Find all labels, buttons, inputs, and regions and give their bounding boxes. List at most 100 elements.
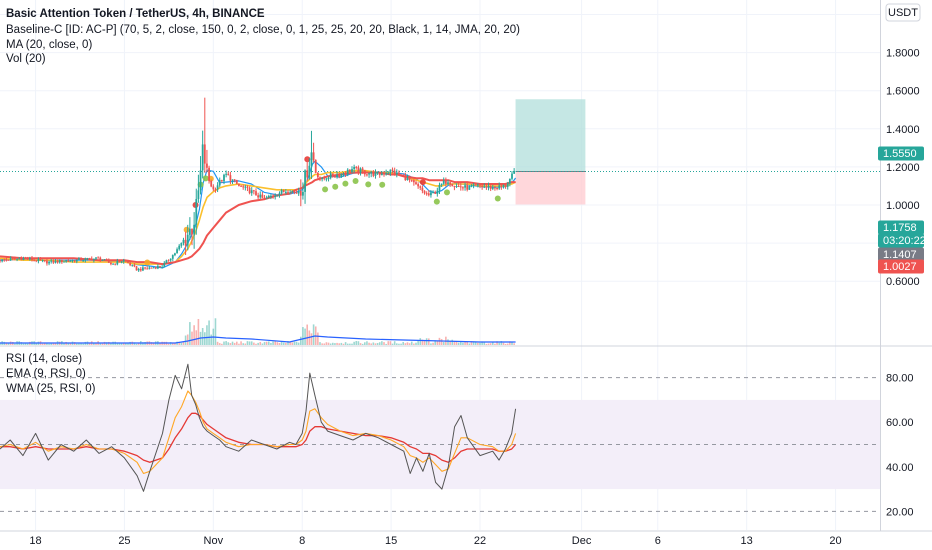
volume-bar	[204, 332, 206, 345]
legend-baseline: Baseline-C [ID: AC-P] (70, 5, 2, close, …	[6, 24, 520, 36]
volume-bar	[474, 342, 477, 345]
candle-body	[306, 170, 309, 178]
candle-body	[295, 192, 298, 194]
candle-body	[114, 263, 117, 265]
candle-body	[455, 186, 458, 188]
candle-body	[159, 265, 161, 267]
candle-body	[423, 190, 426, 194]
candle-body	[481, 185, 484, 187]
volume-bar	[481, 341, 483, 345]
volume-bar	[270, 342, 272, 345]
candle-body	[60, 259, 63, 263]
volume-bar	[421, 339, 424, 345]
candle-body	[400, 174, 402, 176]
currency-badge[interactable]: USDT	[885, 3, 921, 22]
volume-bar	[321, 343, 323, 345]
candle-body	[270, 195, 272, 197]
candle-body	[348, 169, 351, 172]
candle-body	[506, 183, 509, 187]
volume-bar	[349, 343, 351, 345]
volume-bar	[26, 343, 29, 345]
candle-body	[366, 174, 368, 176]
signal-dot	[365, 181, 372, 188]
candle-body	[26, 258, 29, 260]
candle-body	[370, 171, 373, 174]
candle-body	[408, 177, 411, 181]
candle-body	[391, 169, 394, 171]
volume-bar	[396, 343, 398, 345]
candle-body	[63, 261, 65, 263]
candle-body	[99, 257, 102, 261]
candle-body	[18, 258, 21, 260]
candle-body	[308, 165, 311, 178]
volume-bar	[201, 328, 204, 345]
candle-body	[80, 258, 82, 261]
price-tag: 1.0027	[878, 259, 924, 274]
volume-bar	[265, 341, 268, 345]
volume-bar	[118, 342, 121, 345]
candle-body	[434, 192, 437, 194]
price-tick-label: 1.2000	[886, 162, 920, 174]
volume-bar	[442, 342, 445, 345]
price-tick-label: 1.0000	[886, 200, 920, 212]
volume-bar	[178, 342, 180, 345]
rsi-tick-label: 80.00	[886, 373, 914, 385]
currency-label: USDT	[888, 7, 918, 19]
candle-body	[291, 191, 294, 193]
volume-bar	[453, 340, 456, 345]
candle-body	[152, 267, 155, 269]
volume-bar	[455, 341, 458, 345]
volume-bar	[351, 343, 353, 345]
price-tag: 03:20:22	[878, 233, 926, 248]
volume-bar	[135, 343, 138, 345]
candle-body	[163, 263, 166, 267]
candle-body	[297, 191, 300, 194]
candle-body	[88, 258, 91, 260]
volume-bar	[248, 341, 251, 345]
candle-body	[28, 258, 31, 260]
volume-bar	[14, 343, 16, 345]
volume-bar	[327, 342, 330, 345]
candle-body	[127, 261, 129, 263]
candle-body	[387, 172, 390, 174]
long-position-tool[interactable]	[0, 99, 880, 205]
candle-body	[139, 268, 142, 271]
volume-bar	[492, 341, 494, 345]
candle-body	[238, 183, 240, 186]
signal-dot	[352, 177, 359, 184]
volume-bar	[440, 339, 443, 345]
candle-body	[56, 260, 59, 263]
candle-body	[176, 249, 178, 254]
volume-bar	[378, 342, 381, 345]
candle-body	[0, 260, 1, 262]
volume-bar	[485, 343, 488, 345]
price-tag-label: 03:20:22	[883, 235, 926, 247]
candle-body	[457, 186, 460, 188]
price-tag-box	[878, 146, 924, 161]
volume-bar	[329, 343, 332, 345]
volume-bar	[189, 322, 191, 345]
candle-body	[323, 177, 326, 179]
volume-bar	[391, 343, 394, 345]
candle-body	[110, 262, 112, 265]
candle-body	[193, 224, 196, 235]
volume-bar	[483, 342, 486, 345]
candle-body	[188, 228, 191, 235]
price-tag: 1.1758	[878, 220, 924, 235]
candle-body	[195, 198, 198, 225]
volume-bar	[357, 341, 360, 345]
signal-dot	[419, 179, 426, 186]
candle-body	[220, 180, 223, 182]
candle-body	[52, 260, 55, 263]
volume-bar	[225, 341, 227, 345]
volume-bar	[376, 343, 379, 345]
candle-body	[261, 194, 264, 198]
volume-bar	[370, 343, 372, 345]
volume-bar	[80, 342, 82, 345]
volume-bar	[408, 343, 411, 345]
target-zone	[515, 99, 586, 172]
volume-bar	[48, 343, 50, 345]
volume-bar	[302, 327, 304, 345]
volume-bar	[477, 342, 479, 345]
